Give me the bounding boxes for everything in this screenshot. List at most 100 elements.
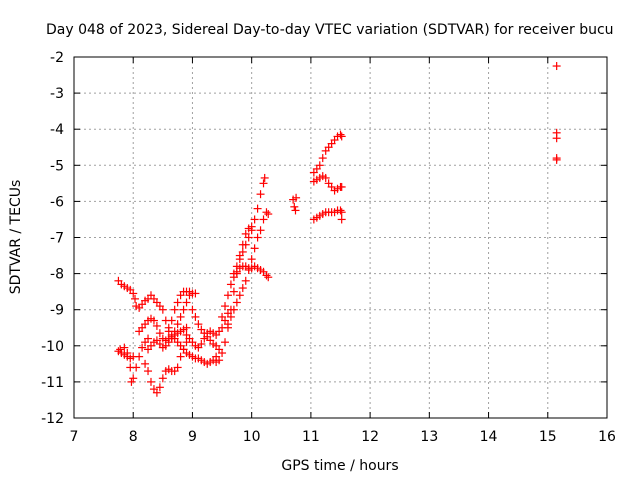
data-point — [176, 352, 185, 361]
data-point — [226, 280, 235, 289]
y-tick-label: -4 — [50, 122, 64, 138]
data-point — [235, 291, 244, 300]
data-point — [132, 363, 141, 372]
data-point — [123, 349, 132, 358]
data-point — [135, 352, 144, 361]
data-point — [250, 215, 259, 224]
data-point — [238, 284, 247, 293]
data-point — [264, 273, 273, 282]
data-point — [173, 363, 182, 372]
data-point — [158, 374, 167, 383]
data-point — [218, 312, 227, 321]
data-point — [144, 334, 153, 343]
data-point — [244, 233, 253, 242]
data-point — [229, 273, 238, 282]
data-point — [155, 329, 164, 338]
axis-ticks: 7 8 9 10 11 12 13 14 15 16 -2 -3 -4 -5 -6 -7 -8 -9 -10 -11 -… — [41, 50, 616, 445]
data-point — [152, 388, 161, 397]
y-axis-label: SDTVAR / TECUs — [8, 180, 24, 295]
data-point — [129, 289, 138, 298]
y-tick-label: -7 — [50, 231, 64, 247]
data-point — [337, 215, 346, 224]
data-point — [253, 233, 262, 242]
data-point — [337, 182, 346, 191]
data-point — [262, 208, 271, 217]
data-point — [552, 155, 561, 164]
data-point — [552, 134, 561, 143]
x-tick-label: 11 — [302, 429, 320, 445]
data-point — [158, 305, 167, 314]
y-tick-label: -11 — [41, 375, 64, 391]
data-point — [292, 193, 301, 202]
y-tick-label: -9 — [50, 303, 64, 319]
data-point — [229, 305, 238, 314]
data-point — [221, 338, 230, 347]
data-point — [247, 226, 256, 235]
y-tick-label: -6 — [50, 194, 64, 210]
data-point — [226, 312, 235, 321]
data-point — [146, 377, 155, 386]
data-point — [185, 287, 194, 296]
y-tick-label: -10 — [41, 339, 64, 355]
data-point — [173, 298, 182, 307]
data-point — [241, 276, 250, 285]
data-point — [170, 305, 179, 314]
x-tick-label: 12 — [361, 429, 379, 445]
x-tick-label: 10 — [243, 429, 261, 445]
data-point — [264, 210, 273, 219]
data-point — [129, 374, 138, 383]
data-point — [191, 289, 200, 298]
y-tick-label: -8 — [50, 267, 64, 283]
data-point — [337, 208, 346, 217]
data-point — [141, 359, 150, 368]
data-point — [138, 343, 147, 352]
data-point — [321, 173, 330, 182]
data-point — [256, 226, 265, 235]
data-point — [318, 154, 327, 163]
x-tick-label: 9 — [188, 429, 197, 445]
data-point — [215, 356, 224, 365]
data-point — [149, 316, 158, 325]
data-point — [152, 321, 161, 330]
data-point — [336, 206, 345, 215]
data-point — [260, 173, 269, 182]
data-point — [250, 244, 259, 253]
data-point — [337, 132, 346, 141]
data-point — [229, 287, 238, 296]
data-point — [182, 323, 191, 332]
data-point — [315, 161, 324, 170]
data-point — [173, 320, 182, 329]
gridlines — [74, 57, 607, 418]
x-tick-label: 13 — [420, 429, 438, 445]
data-point — [197, 339, 206, 348]
x-axis-label: GPS time / hours — [281, 458, 398, 474]
x-tick-label: 16 — [598, 429, 616, 445]
data-point — [155, 383, 164, 392]
data-point — [176, 312, 185, 321]
data-point — [238, 247, 247, 256]
data-point — [167, 316, 176, 325]
data-point — [262, 271, 271, 280]
data-point — [194, 320, 203, 329]
data-point — [247, 255, 256, 264]
data-point — [259, 179, 268, 188]
data-point — [221, 302, 230, 311]
y-tick-label: -5 — [50, 158, 64, 174]
data-point — [259, 215, 268, 224]
data-point — [179, 305, 188, 314]
data-point — [223, 291, 232, 300]
data-point — [235, 255, 244, 264]
data-point — [253, 204, 262, 213]
data-point — [191, 312, 200, 321]
data-point — [291, 206, 300, 215]
data-point — [218, 349, 227, 358]
data-point — [188, 305, 197, 314]
data-point — [241, 240, 250, 249]
data-point — [130, 294, 139, 303]
data-point — [244, 265, 253, 274]
x-tick-label: 14 — [480, 429, 498, 445]
data-point — [144, 367, 153, 376]
data-point — [232, 298, 241, 307]
data-point — [552, 62, 561, 71]
